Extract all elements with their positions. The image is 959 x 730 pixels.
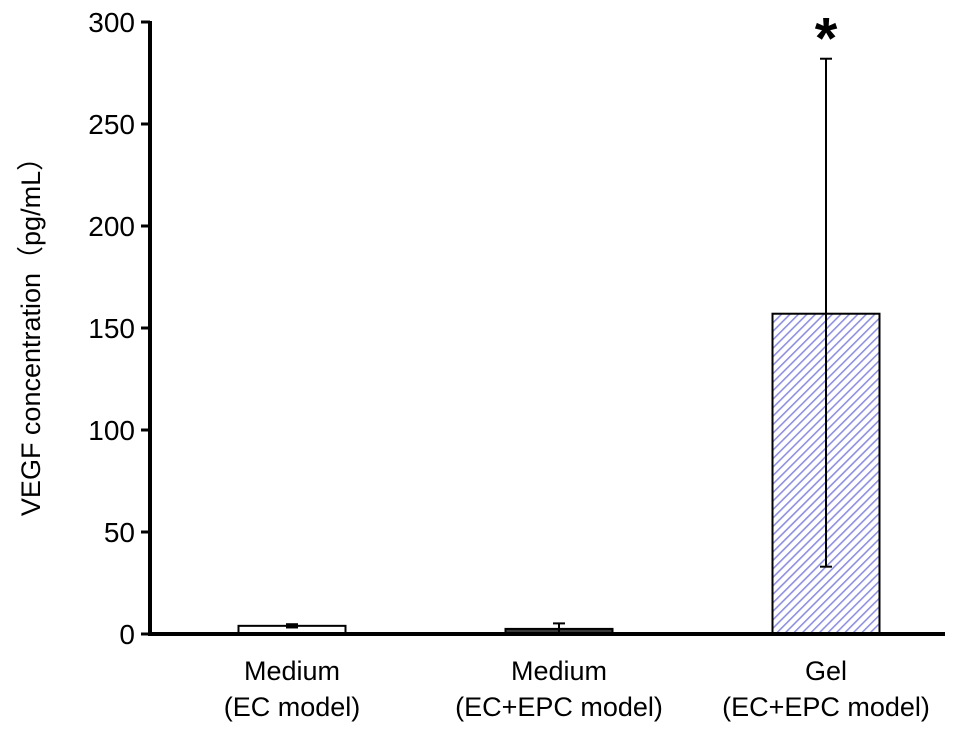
y-tick-label-100: 100 xyxy=(88,415,135,446)
x-tick-label-1-line-1: Medium xyxy=(244,656,340,686)
plot-area: 0 50 100 150 200 250 300 Medium (EC model) Medium… xyxy=(88,7,945,722)
y-tick-label-0: 0 xyxy=(119,619,135,650)
y-tick-label-300: 300 xyxy=(88,7,135,38)
y-tick-label-200: 200 xyxy=(88,211,135,242)
y-axis-label: VEGF concentration（pg/mL） xyxy=(16,144,46,516)
y-tick-label-150: 150 xyxy=(88,313,135,344)
x-tick-label-3-line-1: Gel xyxy=(805,656,847,686)
y-tick-label-250: 250 xyxy=(88,109,135,140)
y-tick-label-50: 50 xyxy=(104,517,135,548)
x-tick-label-1-line-2: (EC model) xyxy=(224,692,361,722)
x-tick-label-2-line-2: (EC+EPC model) xyxy=(455,692,663,722)
significance-asterisk: * xyxy=(815,7,838,72)
x-tick-label-3-line-2: (EC+EPC model) xyxy=(722,692,930,722)
x-tick-label-2-line-1: Medium xyxy=(511,656,607,686)
